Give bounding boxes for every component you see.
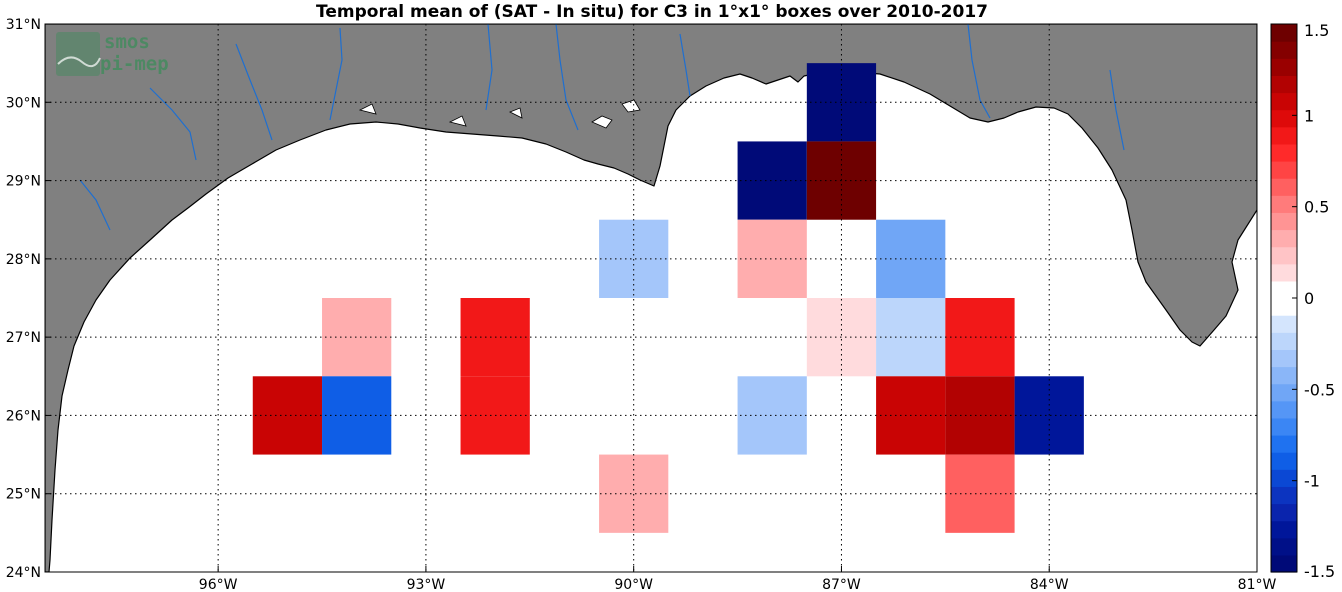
colorbar-step [1271, 298, 1297, 316]
logo: smos pi-mep [56, 31, 169, 76]
colorbar-step [1271, 435, 1297, 453]
lat-tick-label: 28°N [6, 252, 41, 268]
colorbar-step [1271, 280, 1297, 299]
logo-line1: smos [104, 31, 150, 53]
colorbar-step [1271, 161, 1297, 179]
lon-tick-label: 93°W [407, 577, 446, 592]
lat-tick-label: 31°N [6, 17, 41, 33]
lat-tick-labels: 24°N 25°N 26°N 27°N 28°N 29°N 30°N 31°N [6, 17, 51, 581]
heatmap-cell [945, 298, 1015, 377]
colorbar-tick-label: -1.5 [1304, 562, 1335, 581]
map-frame [44, 23, 1258, 573]
colorbar-step [1271, 143, 1297, 162]
colorbar-step [1271, 75, 1297, 94]
lat-tick-label: 30°N [6, 95, 41, 111]
colorbar-step [1271, 195, 1297, 213]
colorbar-step [1271, 58, 1297, 76]
colorbar-step [1271, 126, 1297, 145]
colorbar-tick-label: -1 [1304, 472, 1320, 491]
colorbar-tick-label: 0 [1304, 289, 1314, 308]
colorbar-tick-label: 0.5 [1304, 198, 1329, 217]
lon-tick-labels: 96°W 93°W 90°W 87°W 84°W 81°W [199, 566, 1277, 592]
colorbar-steps [1271, 24, 1297, 573]
colorbar-step [1271, 41, 1297, 59]
colorbar-step [1271, 229, 1297, 248]
lat-tick-label: 26°N [6, 408, 41, 424]
heatmap-cell [599, 219, 669, 298]
gridlines [45, 24, 1257, 572]
colorbar-step [1271, 520, 1297, 539]
colorbar-tick-label: 1 [1304, 106, 1314, 125]
colorbar-step [1271, 332, 1297, 350]
colorbar-step [1271, 24, 1297, 42]
colorbar-step [1271, 212, 1297, 231]
lat-tick-label: 25°N [6, 487, 41, 503]
logo-line2: pi-mep [100, 53, 169, 75]
heatmap-cell [322, 298, 392, 377]
heatmap-cell [252, 376, 323, 455]
lon-tick-label: 96°W [199, 577, 238, 592]
colorbar-tick-label: -0.5 [1304, 380, 1335, 399]
logo-emblem [56, 32, 100, 76]
colorbar-step [1271, 178, 1297, 196]
map-title: Temporal mean of (SAT - In situ) for C3 … [316, 2, 988, 22]
colorbar: 1.5 1 0.5 0 -0.5 -1 -1.5 [1270, 21, 1335, 581]
colorbar-step [1271, 554, 1297, 573]
logo-wave-icon [57, 56, 101, 68]
colorbar-step [1271, 263, 1297, 282]
colorbar-step [1271, 469, 1297, 487]
colorbar-step [1271, 452, 1297, 470]
lon-tick-label: 84°W [1030, 577, 1069, 592]
heatmap-cell [599, 454, 669, 533]
land-islands [358, 99, 641, 129]
lon-tick-label: 90°W [614, 577, 653, 592]
colorbar-ticks: 1.5 1 0.5 0 -0.5 -1 -1.5 [1292, 21, 1335, 581]
colorbar-step [1271, 109, 1297, 128]
heatmap-cell [322, 376, 392, 455]
colorbar-step [1271, 349, 1297, 368]
heatmap-cell [945, 454, 1015, 533]
lon-tick-label: 87°W [822, 577, 861, 592]
colorbar-step [1271, 486, 1297, 505]
colorbar-step [1271, 246, 1297, 265]
colorbar-step [1271, 503, 1297, 522]
rivers [79, 24, 1125, 231]
lat-tick-label: 24°N [6, 565, 41, 581]
colorbar-step [1271, 417, 1297, 436]
colorbar-step [1271, 383, 1297, 402]
lon-tick-label: 81°W [1238, 577, 1277, 592]
colorbar-step [1271, 400, 1297, 419]
lat-tick-label: 27°N [6, 330, 41, 346]
colorbar-step [1271, 537, 1297, 556]
colorbar-step [1271, 92, 1297, 111]
lat-tick-label: 29°N [6, 174, 41, 190]
heatmap-cell [945, 376, 1015, 455]
colorbar-step [1271, 366, 1297, 385]
colorbar-step [1271, 315, 1297, 333]
colorbar-tick-label: 1.5 [1304, 21, 1329, 40]
